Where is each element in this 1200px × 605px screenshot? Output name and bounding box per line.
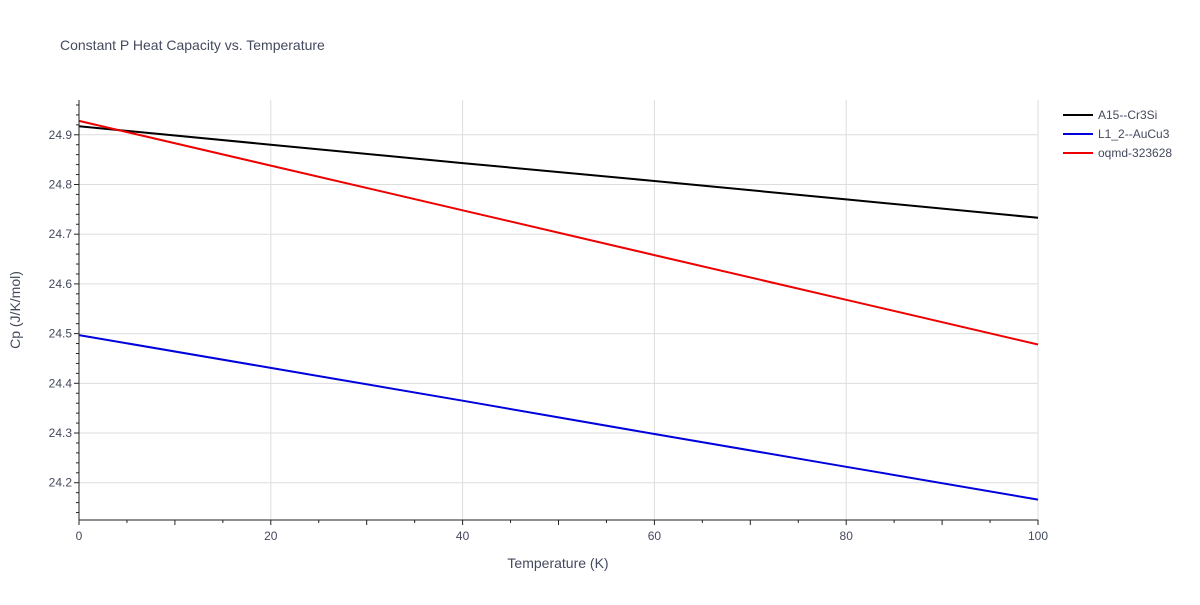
y-tick-label: 24.9 — [49, 128, 73, 142]
legend-item[interactable]: oqmd-323628 — [1063, 146, 1172, 160]
y-tick-label: 24.2 — [49, 476, 73, 490]
x-tick-label: 100 — [1028, 529, 1048, 543]
y-tick-label: 24.6 — [49, 277, 73, 291]
series-line-2[interactable] — [78, 119, 1039, 346]
grid-layer — [79, 100, 1039, 520]
axis-layer: 0 20 40 60 80 100 24.2 24.3 24.4 24.5 24.6 24.7 24.8… — [49, 100, 1048, 543]
y-axis-title: Cp (J/K/mol) — [7, 271, 23, 349]
series-line-0[interactable] — [78, 125, 1039, 219]
series-layer — [78, 119, 1039, 501]
legend-label: oqmd-323628 — [1098, 146, 1172, 160]
x-tick-label: 80 — [840, 529, 854, 543]
legend[interactable]: A15--Cr3Si L1_2--AuCu3 oqmd-323628 — [1063, 108, 1172, 160]
y-tick-label: 24.7 — [49, 227, 73, 241]
legend-item[interactable]: L1_2--AuCu3 — [1063, 127, 1170, 141]
x-tick-label: 20 — [264, 529, 278, 543]
x-tick-label: 0 — [76, 529, 83, 543]
x-tick-label: 40 — [456, 529, 470, 543]
x-axis-title: Temperature (K) — [507, 555, 608, 571]
y-tick-label: 24.5 — [49, 327, 73, 341]
x-tick-label: 60 — [648, 529, 662, 543]
y-tick-label: 24.4 — [49, 376, 73, 390]
y-tick-label: 24.3 — [49, 426, 73, 440]
chart-title: Constant P Heat Capacity vs. Temperature — [60, 37, 325, 53]
legend-label: A15--Cr3Si — [1098, 108, 1157, 122]
legend-label: L1_2--AuCu3 — [1098, 127, 1170, 141]
y-tick-label: 24.8 — [49, 177, 73, 191]
legend-item[interactable]: A15--Cr3Si — [1063, 108, 1157, 122]
series-line-1[interactable] — [78, 334, 1039, 501]
